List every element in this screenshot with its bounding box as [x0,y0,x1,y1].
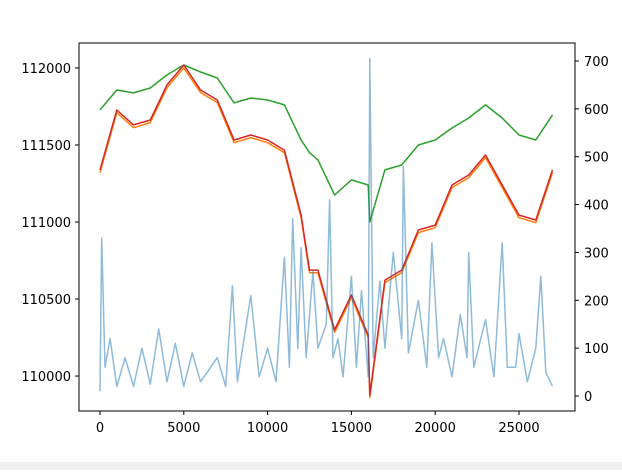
y2-tick-label: 600 [584,103,609,118]
y-tick-label: 112000 [21,62,71,77]
y-tick-label: 110000 [21,370,71,385]
y-tick-label: 110500 [21,293,71,308]
volume-line [99,57,554,392]
x-tick-label: 10000 [247,421,288,436]
y2-tick-label: 100 [584,342,609,357]
y2-tick-label: 500 [584,151,609,166]
y2-tick-label: 200 [584,294,609,309]
y-tick-label: 111500 [21,139,71,154]
x-tick-label: 5000 [167,421,200,436]
y2-tick-label: 300 [584,246,609,261]
y2-tick-label: 700 [584,55,609,70]
price-line [99,64,554,396]
y-tick-label: 111000 [21,216,71,231]
x-tick-label: 25000 [498,421,539,436]
y2-tick-label: 0 [584,390,592,405]
price-line [99,67,554,399]
toolbar-strip [0,462,622,470]
x-tick-label: 15000 [331,421,372,436]
x-tick-label: 0 [96,421,104,436]
plot-frame [78,42,576,412]
x-tick-label: 20000 [415,421,456,436]
price-line [99,64,554,223]
y2-tick-label: 400 [584,199,609,214]
